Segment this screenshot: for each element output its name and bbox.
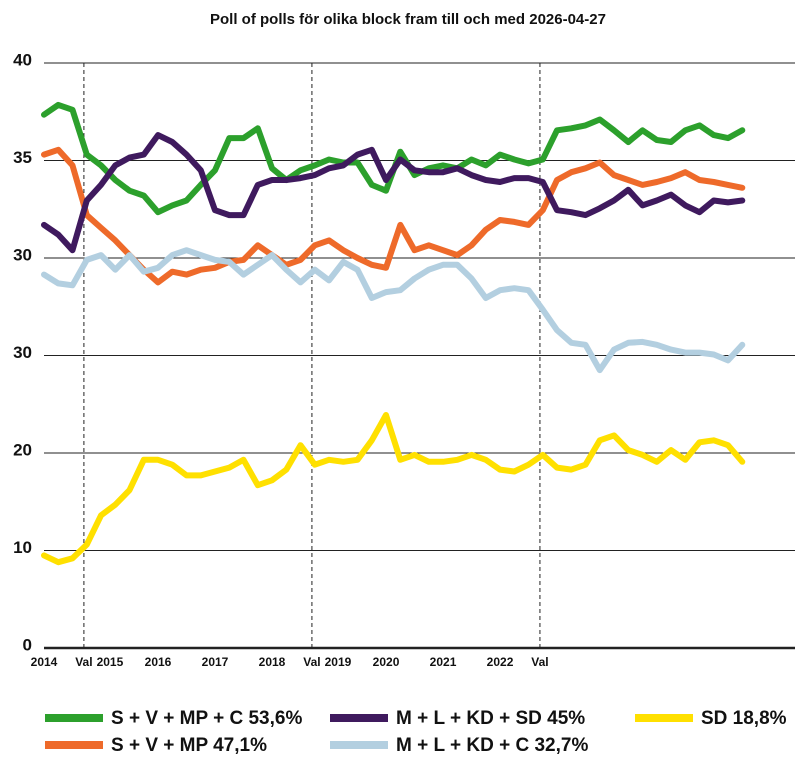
x-tick-label: 2014 [31, 655, 58, 669]
x-tick-label: 2015 [97, 655, 124, 669]
legend-label: S + V + MP 47,1% [111, 735, 267, 756]
y-tick-label: 20 [13, 440, 32, 459]
x-tick-label: 2017 [202, 655, 229, 669]
legend-label: M + L + KD + SD 45% [396, 708, 585, 729]
y-tick-label: 0 [23, 635, 32, 654]
y-tick-label: 35 [13, 148, 32, 167]
legend-label: M + L + KD + C 32,7% [396, 735, 588, 756]
y-tick-label: 40 [13, 50, 32, 69]
legend-label: SD 18,8% [701, 708, 787, 729]
chart-title: Poll of polls för olika block fram till … [210, 11, 606, 28]
y-tick-label: 10 [13, 538, 32, 557]
x-tick-label: 2016 [145, 655, 172, 669]
x-tick-label: Val [75, 655, 92, 669]
legend-label: S + V + MP + C 53,6% [111, 708, 302, 729]
y-tick-label: 30 [13, 343, 32, 362]
series-line [41, 132, 746, 254]
x-tick-label: 2020 [373, 655, 400, 669]
x-tick-label: 2022 [487, 655, 514, 669]
x-tick-label: 2021 [430, 655, 457, 669]
x-tick-label: Val [531, 655, 548, 669]
series-line [41, 247, 746, 374]
series-line [41, 146, 746, 286]
x-tick-label: 2019 [325, 655, 352, 669]
series-line [41, 412, 746, 566]
y-tick-label: 30 [13, 245, 32, 264]
x-tick-label: Val [303, 655, 320, 669]
x-tick-label: 2018 [259, 655, 286, 669]
